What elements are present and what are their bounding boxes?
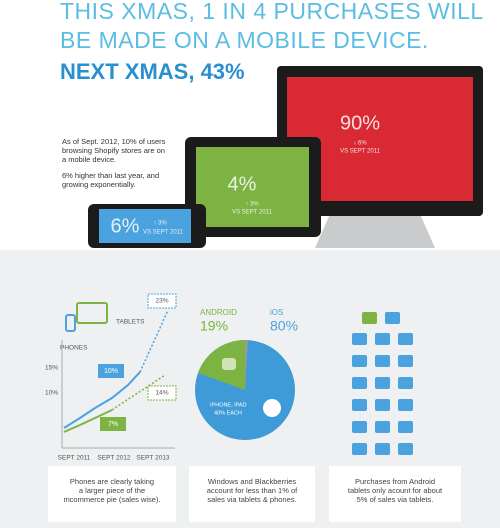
caption: 5% of sales via tablets. xyxy=(357,495,434,504)
apple-tablet-icon xyxy=(375,399,390,411)
x-tick-label: SEPT 2012 xyxy=(97,455,131,462)
ios-share: 80% xyxy=(270,318,298,334)
apple-tablet-icon xyxy=(352,399,367,411)
phone-icon xyxy=(65,314,76,332)
intro-line: browsing Shopify stores are on xyxy=(62,146,165,155)
ios-note: IPHONE, IPAD xyxy=(210,402,247,408)
apple-tablet-icon xyxy=(375,355,390,367)
intro-note: 6% higher than last year, and xyxy=(62,171,159,180)
tablet-icon-grid xyxy=(352,312,413,455)
apple-icon xyxy=(263,399,281,417)
caption: account for less than 1% of xyxy=(207,486,298,495)
desktop-compare: VS SEPT 2011 xyxy=(340,149,380,155)
phones-projection xyxy=(139,309,169,373)
phones-label: PHONES xyxy=(60,345,88,352)
monitor-stand xyxy=(315,214,435,248)
apple-tablet-icon xyxy=(398,333,413,345)
phone-change: ↑ 3% xyxy=(153,221,167,227)
apple-tablet-icon xyxy=(398,377,413,389)
tablets-projection xyxy=(111,374,166,411)
header-line: BE MADE ON A MOBILE DEVICE. xyxy=(60,27,429,53)
caption: Windows and Blackberries xyxy=(208,477,297,486)
intro-line: As of Sept. 2012, 10% of users xyxy=(62,137,166,146)
callout: 7% xyxy=(108,421,118,428)
intro-line: a mobile device. xyxy=(62,155,116,164)
callout: 10% xyxy=(104,368,118,375)
caption: a larger piece of the xyxy=(79,486,145,495)
callout: 14% xyxy=(155,390,168,397)
apple-tablet-icon xyxy=(398,421,413,433)
caption: Purchases from Android xyxy=(355,477,435,486)
header-line: THIS XMAS, 1 IN 4 PURCHASES WILL xyxy=(60,0,484,24)
tablet-change: ↑ 3% xyxy=(245,202,259,208)
apple-tablet-icon xyxy=(398,443,413,455)
tablets-line xyxy=(63,409,113,433)
phones-line xyxy=(63,371,141,429)
apple-tablet-icon xyxy=(352,443,367,455)
android-share: 19% xyxy=(200,318,228,334)
android-tablet-icon xyxy=(362,312,377,324)
header-highlight: NEXT XMAS, 43% xyxy=(60,59,245,84)
ios-note: 40% EACH xyxy=(214,410,242,416)
apple-tablet-icon xyxy=(352,377,367,389)
tablet-compare: VS SEPT 2011 xyxy=(232,210,272,216)
callout-box xyxy=(100,417,126,431)
caption: sales via tablets & phones. xyxy=(207,495,296,504)
other-slice xyxy=(245,339,248,390)
apple-tablet-icon xyxy=(375,443,390,455)
y-tick-label: 10% xyxy=(45,390,58,397)
x-tick-label: SEPT 2013 xyxy=(136,455,170,462)
desktop-change: ↓ 6% xyxy=(353,141,367,147)
apple-tablet-icon xyxy=(375,421,390,433)
caption-box xyxy=(48,466,176,522)
x-tick-label: SEPT 2011 xyxy=(58,455,91,462)
apple-tablet-icon xyxy=(385,312,400,324)
callout-box xyxy=(147,385,177,401)
caption: tablets only acount for about xyxy=(348,486,443,495)
desktop-share: 90% xyxy=(340,112,380,134)
apple-tablet-icon xyxy=(375,333,390,345)
ios-name: iOS xyxy=(270,308,283,317)
tablets-label: TABLETS xyxy=(116,319,145,326)
intro-note: growing exponentially. xyxy=(62,180,136,189)
apple-tablet-icon xyxy=(398,355,413,367)
callout: 23% xyxy=(155,298,168,305)
tablet-icon xyxy=(76,302,108,324)
apple-tablet-icon xyxy=(352,421,367,433)
android-slice xyxy=(198,340,245,390)
android-name: ANDROID xyxy=(200,308,237,317)
phone-compare: VS SEPT 2011 xyxy=(143,230,183,236)
caption-box xyxy=(329,466,461,522)
y-tick-label: 15% xyxy=(45,365,58,372)
tablet-share: 4% xyxy=(228,173,257,195)
android-icon xyxy=(222,358,236,370)
apple-tablet-icon xyxy=(398,399,413,411)
caption-box xyxy=(189,466,315,522)
apple-tablet-icon xyxy=(352,355,367,367)
caption: Phones are clearly taking xyxy=(70,477,154,486)
tablet-screen xyxy=(196,147,309,227)
caption: mcommerce pie (sales wise). xyxy=(63,495,160,504)
apple-tablet-icon xyxy=(375,377,390,389)
apple-tablet-icon xyxy=(352,333,367,345)
phone-screen xyxy=(99,209,191,243)
callout-box xyxy=(98,364,124,378)
callout-box xyxy=(147,293,177,309)
phone-share: 6% xyxy=(111,215,140,237)
